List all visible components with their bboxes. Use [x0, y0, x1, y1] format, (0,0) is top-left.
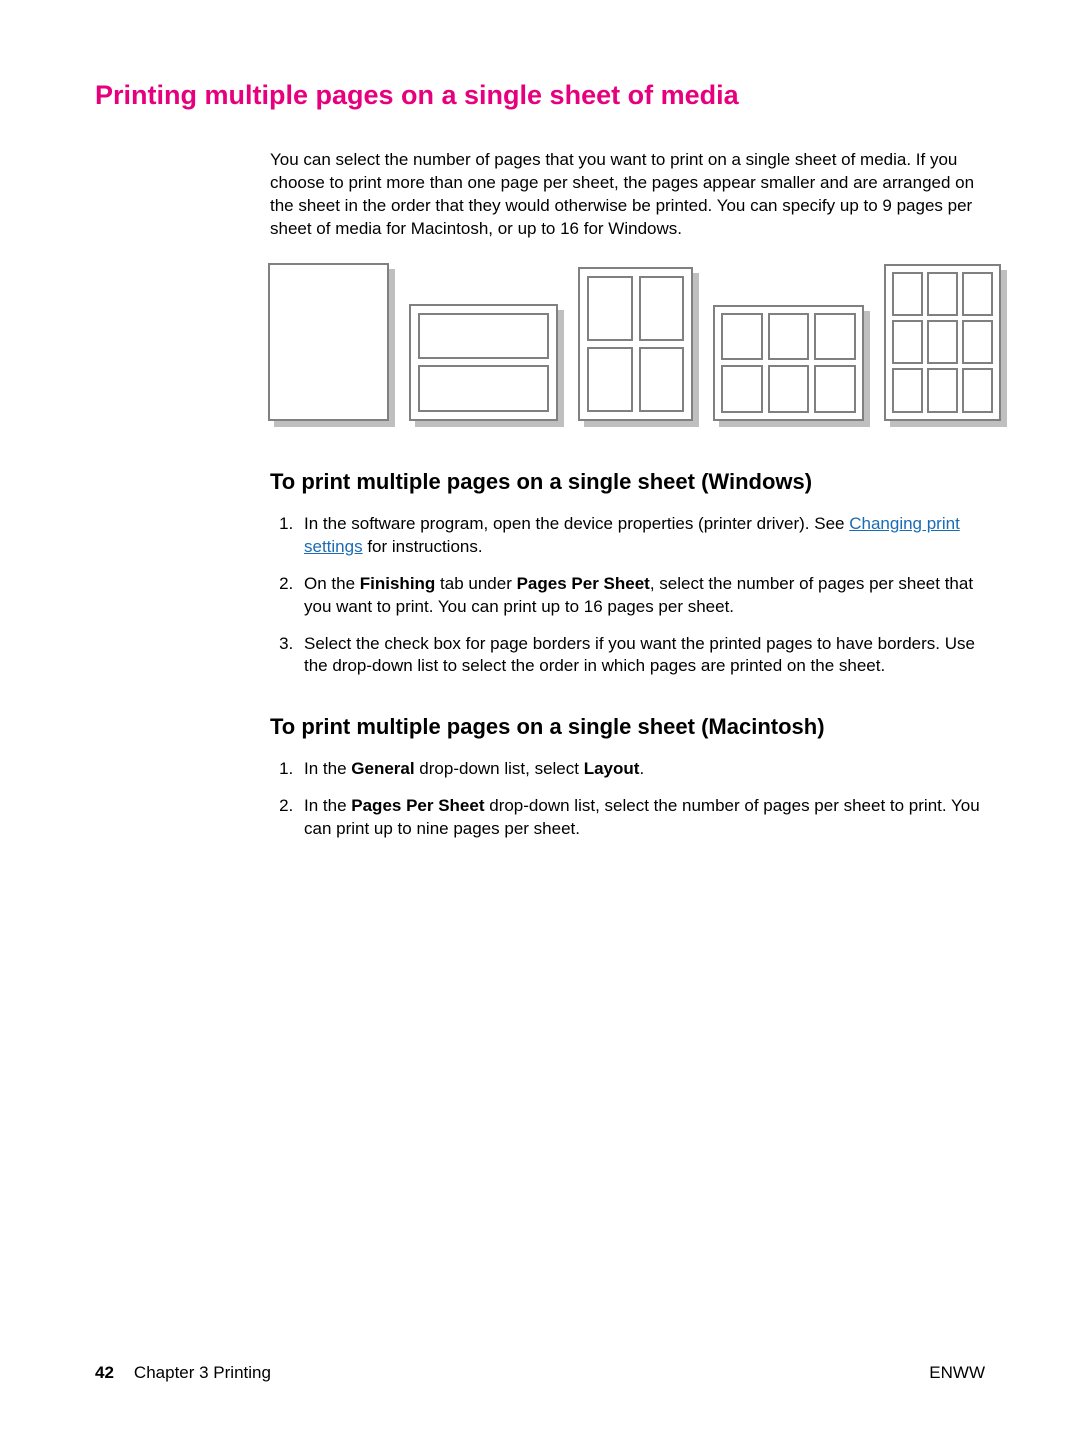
list-item: In the Pages Per Sheet drop-down list, s…	[298, 795, 985, 841]
list-item: Select the check box for page borders if…	[298, 633, 985, 679]
pages-per-sheet-label: Pages Per Sheet	[351, 796, 484, 815]
sheet-6up	[713, 305, 864, 421]
list-item: In the General drop-down list, select La…	[298, 758, 985, 781]
sheet-1up	[268, 263, 389, 421]
step-text: In the	[304, 759, 351, 778]
nup-diagram	[268, 263, 985, 421]
general-label: General	[351, 759, 414, 778]
windows-steps: In the software program, open the device…	[270, 513, 985, 679]
mac-heading: To print multiple pages on a single shee…	[270, 714, 985, 740]
list-item: In the software program, open the device…	[298, 513, 985, 559]
intro-paragraph: You can select the number of pages that …	[270, 149, 985, 241]
page-title: Printing multiple pages on a single shee…	[95, 80, 985, 111]
sheet-4up	[578, 267, 693, 421]
sheet-2up	[409, 304, 558, 421]
step-text: In the software program, open the device…	[304, 514, 849, 533]
step-text: In the	[304, 796, 351, 815]
pages-per-sheet-label: Pages Per Sheet	[517, 574, 650, 593]
page-number: 42	[95, 1363, 114, 1382]
page-footer: 42 Chapter 3 Printing ENWW	[95, 1363, 985, 1383]
footer-right: ENWW	[929, 1363, 985, 1383]
finishing-label: Finishing	[360, 574, 436, 593]
step-text: On the	[304, 574, 360, 593]
windows-heading: To print multiple pages on a single shee…	[270, 469, 985, 495]
step-text: drop-down list, select	[415, 759, 584, 778]
mac-steps: In the General drop-down list, select La…	[270, 758, 985, 841]
footer-left: 42 Chapter 3 Printing	[95, 1363, 271, 1383]
step-text: tab under	[435, 574, 516, 593]
layout-label: Layout	[584, 759, 640, 778]
step-text: .	[639, 759, 644, 778]
sheet-9up	[884, 264, 1001, 421]
step-text: Select the check box for page borders if…	[304, 634, 975, 676]
list-item: On the Finishing tab under Pages Per She…	[298, 573, 985, 619]
step-text: for instructions.	[363, 537, 483, 556]
content-block: You can select the number of pages that …	[270, 149, 985, 841]
chapter-label: Chapter 3 Printing	[134, 1363, 271, 1382]
